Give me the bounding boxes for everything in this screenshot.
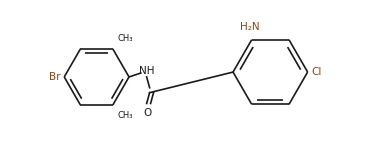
Text: O: O — [143, 108, 152, 118]
Text: NH: NH — [139, 66, 154, 76]
Text: Br: Br — [49, 72, 60, 82]
Text: H₂N: H₂N — [240, 22, 260, 32]
Text: Cl: Cl — [312, 67, 322, 77]
Text: CH₃: CH₃ — [118, 111, 133, 120]
Text: CH₃: CH₃ — [118, 34, 133, 43]
